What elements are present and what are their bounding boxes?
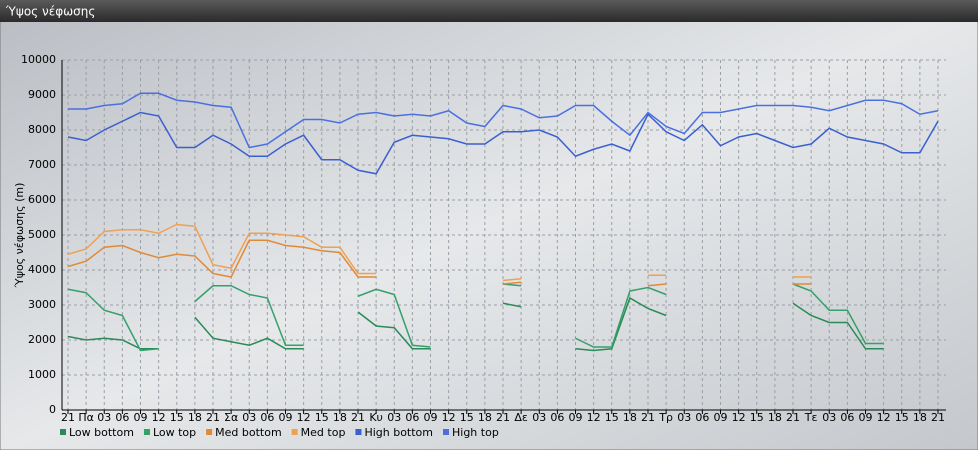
x-tick-label: 12: [877, 411, 891, 424]
y-tick-label: 8000: [28, 123, 56, 136]
x-tick-label: 18: [333, 411, 347, 424]
legend-swatch: [143, 429, 150, 435]
x-tick-label: 21: [496, 411, 510, 424]
x-tick-label: 03: [387, 411, 401, 424]
y-tick-label: 9000: [28, 88, 56, 101]
y-tick-label: 2000: [28, 333, 56, 346]
x-tick-label: 03: [677, 411, 691, 424]
series-line: [67, 335, 159, 350]
x-tick-label: Τε: [804, 411, 818, 424]
legend-swatch: [291, 429, 298, 435]
x-tick-label: 03: [97, 411, 111, 424]
legend-label: High top: [452, 426, 499, 439]
x-tick-label: 21: [641, 411, 655, 424]
x-tick-label: Πα: [78, 411, 94, 424]
x-tick-label: 15: [315, 411, 329, 424]
series-line: [194, 316, 304, 350]
x-tick-label: 03: [822, 411, 836, 424]
y-tick-label: 6000: [28, 193, 56, 206]
x-tick-label: 06: [550, 411, 564, 424]
series-line: [792, 283, 884, 345]
x-tick-label: 12: [442, 411, 456, 424]
y-tick-label: 10000: [21, 53, 56, 66]
x-tick-label: 03: [532, 411, 546, 424]
legend-swatch: [60, 429, 66, 435]
x-tick-label: 15: [895, 411, 909, 424]
x-tick-label: 21: [351, 411, 365, 424]
series-line: [502, 278, 522, 282]
x-tick-label: Κυ: [369, 411, 383, 424]
x-tick-label: 18: [623, 411, 637, 424]
series-line: [67, 223, 377, 275]
x-tick-label: 12: [732, 411, 746, 424]
x-tick-label: 06: [405, 411, 419, 424]
series-line: [502, 281, 522, 285]
y-tick-label: 7000: [28, 158, 56, 171]
legend-swatch: [206, 429, 213, 435]
x-tick-label: 09: [569, 411, 583, 424]
legend-swatch: [355, 429, 362, 435]
y-axis-label: Ύψος νέφωσης (m): [13, 183, 26, 289]
x-tick-label: 21: [786, 411, 800, 424]
series-line: [68, 92, 939, 149]
series-line: [792, 302, 884, 350]
x-tick-label: 18: [478, 411, 492, 424]
legend-label: High bottom: [364, 426, 433, 439]
x-tick-label: 15: [605, 411, 619, 424]
title-bar: [0, 0, 978, 22]
x-tick-label: 09: [134, 411, 148, 424]
x-tick-label: 21: [206, 411, 220, 424]
legend-label: Med top: [301, 426, 346, 439]
x-tick-label: 09: [424, 411, 438, 424]
x-tick-label: 15: [170, 411, 184, 424]
series-line: [357, 288, 431, 348]
series-line: [502, 302, 522, 308]
x-tick-label: 09: [714, 411, 728, 424]
y-tick-label: 3000: [28, 298, 56, 311]
x-tick-label: 12: [587, 411, 601, 424]
x-tick-label: 21: [931, 411, 945, 424]
series-line: [67, 288, 159, 352]
y-tick-label: 0: [49, 403, 56, 416]
x-tick-label: 09: [279, 411, 293, 424]
x-tick-label: 18: [913, 411, 927, 424]
x-tick-label: 06: [695, 411, 709, 424]
y-tick-label: 4000: [28, 263, 56, 276]
legend-label: Med bottom: [215, 426, 282, 439]
x-tick-label: 09: [859, 411, 873, 424]
x-tick-label: 06: [115, 411, 129, 424]
legend-swatch: [443, 429, 449, 435]
x-tick-label: 18: [188, 411, 202, 424]
series-line: [67, 239, 377, 278]
x-tick-label: Τρ: [658, 411, 673, 424]
legend-label: Low top: [153, 426, 196, 439]
series-line: [357, 311, 431, 350]
series-line: [194, 285, 304, 346]
x-tick-label: 15: [460, 411, 474, 424]
x-tick-label: 21: [61, 411, 75, 424]
series-line: [647, 283, 667, 287]
series-line: [67, 111, 939, 175]
x-tick-label: 15: [750, 411, 764, 424]
x-tick-label: Σα: [224, 411, 238, 424]
x-tick-label: 06: [260, 411, 274, 424]
x-tick-label: Δε: [514, 411, 528, 424]
y-tick-label: 1000: [28, 368, 56, 381]
x-tick-label: 03: [242, 411, 256, 424]
y-tick-label: 5000: [28, 228, 56, 241]
x-tick-label: 12: [297, 411, 311, 424]
series-line: [575, 286, 667, 348]
legend-label: Low bottom: [69, 426, 134, 439]
chart-title: Ύψος νέφωσης: [5, 5, 95, 19]
x-tick-label: 12: [152, 411, 166, 424]
x-tick-label: 18: [768, 411, 782, 424]
x-tick-label: 06: [840, 411, 854, 424]
series-line: [575, 296, 667, 352]
